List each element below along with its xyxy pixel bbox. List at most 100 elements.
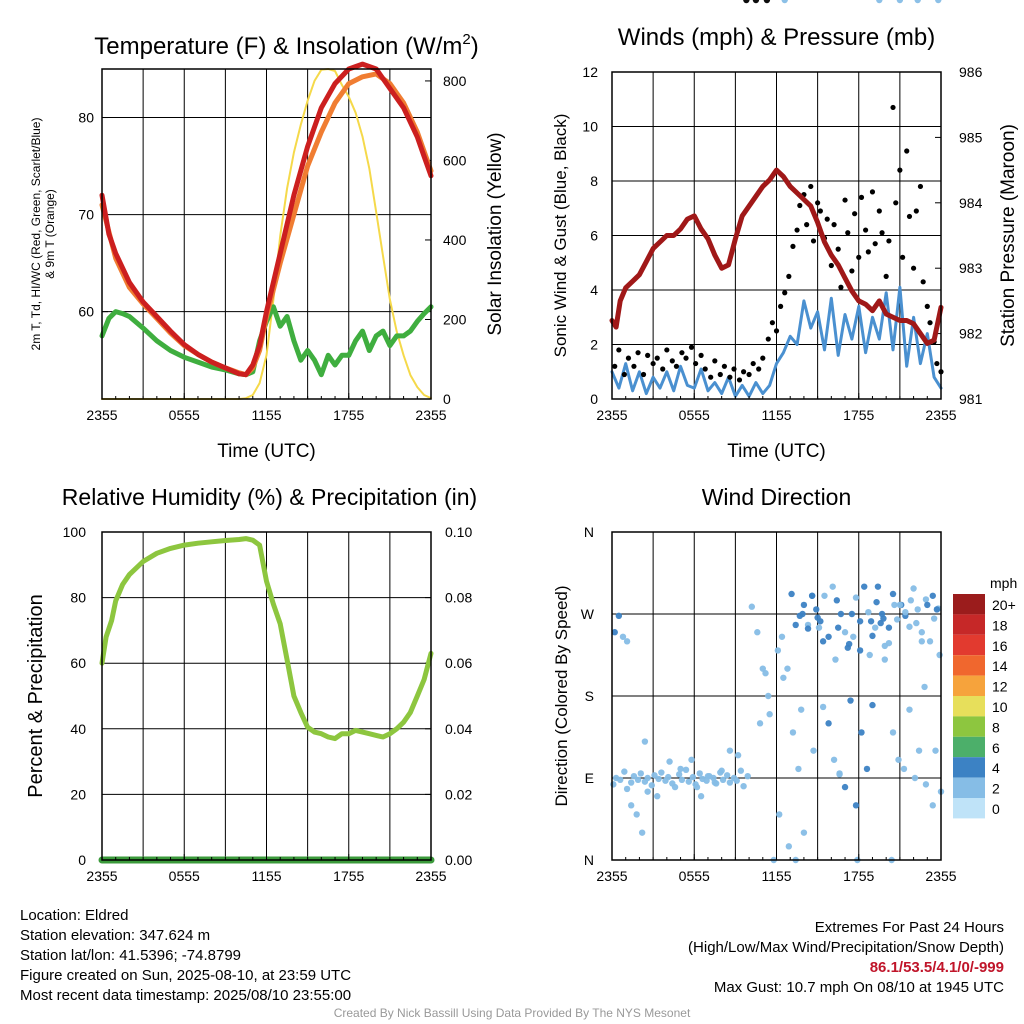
direction-point <box>829 583 836 590</box>
direction-point <box>611 629 618 636</box>
legend-swatch <box>953 614 985 635</box>
direction-point <box>841 629 849 636</box>
gust-point <box>616 347 622 353</box>
chart-title: Temperature (F) & Insolation (W/m2) <box>94 31 478 60</box>
direction-point <box>615 612 623 620</box>
gust-point <box>876 208 882 214</box>
direction-point <box>734 752 742 759</box>
direction-point <box>658 769 665 776</box>
direction-point <box>910 585 917 592</box>
gust-point <box>910 265 917 271</box>
direction-point <box>800 829 808 836</box>
direction-point <box>876 0 883 4</box>
direction-point <box>796 612 804 620</box>
gust-point <box>621 371 627 378</box>
direction-point <box>634 776 642 784</box>
x-tick-label: 2355 <box>86 407 117 423</box>
latlon-text: Station lat/lon: 41.5396; -74.8799 <box>20 947 242 964</box>
y-tick-label-left: 0 <box>78 852 86 868</box>
y-tick-label-left: S <box>585 688 594 704</box>
gust-point <box>869 189 876 195</box>
gust-point <box>817 208 823 214</box>
gust-point <box>804 222 810 228</box>
plot-border <box>101 531 432 861</box>
y-tick-label-left: N <box>584 852 594 868</box>
gust-point <box>934 360 940 367</box>
y-axis-label-left: Percent & Precipitation <box>25 594 47 797</box>
x-tick-label: 1755 <box>843 868 874 884</box>
direction-point <box>832 656 839 663</box>
y-tick-label-left: N <box>584 524 594 540</box>
legend-swatch <box>953 594 985 615</box>
y-axis-label-left: & 9m T (Orange) <box>43 189 57 279</box>
gust-point <box>717 371 723 378</box>
gust-point <box>890 104 896 111</box>
gust-point <box>660 366 666 372</box>
y-tick-label-right: 0.00 <box>445 852 472 868</box>
direction-point <box>641 738 649 745</box>
y-tick-label-right: 983 <box>959 260 983 276</box>
legend-swatch <box>953 777 985 798</box>
gust-point <box>741 369 747 375</box>
gust-point <box>721 363 728 369</box>
x-tick-label: 1755 <box>333 868 364 884</box>
gust-point <box>635 350 641 356</box>
x-tick-label: 0555 <box>679 407 710 423</box>
direction-point <box>836 770 843 777</box>
y-tick-label-left: 40 <box>70 721 86 737</box>
gust-point <box>856 254 862 260</box>
direction-point <box>856 647 864 654</box>
gust-point <box>794 227 800 233</box>
gust-point <box>835 246 841 252</box>
gust-point <box>886 238 892 244</box>
gust-point <box>863 227 869 233</box>
direction-point <box>685 778 692 785</box>
gust-point <box>769 320 775 326</box>
direction-point <box>821 592 828 599</box>
legend-label: 4 <box>992 760 1000 776</box>
direction-point <box>677 765 684 773</box>
gust-point <box>712 358 718 364</box>
direction-point <box>914 0 921 4</box>
gust-point <box>828 262 834 269</box>
direction-point <box>837 610 845 618</box>
direction-point <box>748 603 756 610</box>
x-tick-label: 0555 <box>169 868 200 884</box>
direction-point <box>776 811 783 818</box>
direction-point <box>915 747 923 754</box>
legend-swatch <box>953 716 985 737</box>
title-end: ) <box>471 33 479 60</box>
direction-point <box>869 701 876 709</box>
y-tick-label-left: 6 <box>590 228 598 244</box>
legend-label: 6 <box>992 740 1000 756</box>
direction-point <box>719 776 727 784</box>
gust-point <box>631 363 637 369</box>
direction-point <box>780 674 787 681</box>
gust-point <box>702 366 708 372</box>
legend-swatch <box>953 757 985 778</box>
legend-label: 0 <box>992 801 1000 817</box>
direction-point <box>930 615 938 622</box>
chart-title: Wind Direction <box>702 484 852 510</box>
direction-point <box>918 638 926 645</box>
elevation-text: Station elevation: 347.624 m <box>20 927 211 944</box>
direction-point <box>743 0 750 4</box>
credit-text: Created By Nick Bassill Using Data Provi… <box>333 1006 691 1020</box>
gust-point <box>865 249 871 255</box>
x-tick-label: 2355 <box>925 868 956 884</box>
y-tick-label-right: 0.04 <box>445 721 472 737</box>
direction-point <box>932 747 939 754</box>
x-tick-label: 2355 <box>596 868 627 884</box>
direction-point <box>858 729 865 736</box>
extremes-subheading: (High/Low/Max Wind/Precipitation/Snow De… <box>688 939 1004 956</box>
legend-label: 10 <box>992 699 1008 715</box>
y-tick-label-left: W <box>581 606 595 622</box>
direction-point <box>873 598 880 606</box>
y-tick-label-left: 2 <box>590 337 598 353</box>
legend-label: 14 <box>992 658 1008 674</box>
direction-point <box>896 0 904 4</box>
y-tick-label-right: 982 <box>959 326 983 342</box>
x-tick-label: 2355 <box>415 868 446 884</box>
direction-point <box>778 633 786 640</box>
direction-point <box>929 592 936 599</box>
